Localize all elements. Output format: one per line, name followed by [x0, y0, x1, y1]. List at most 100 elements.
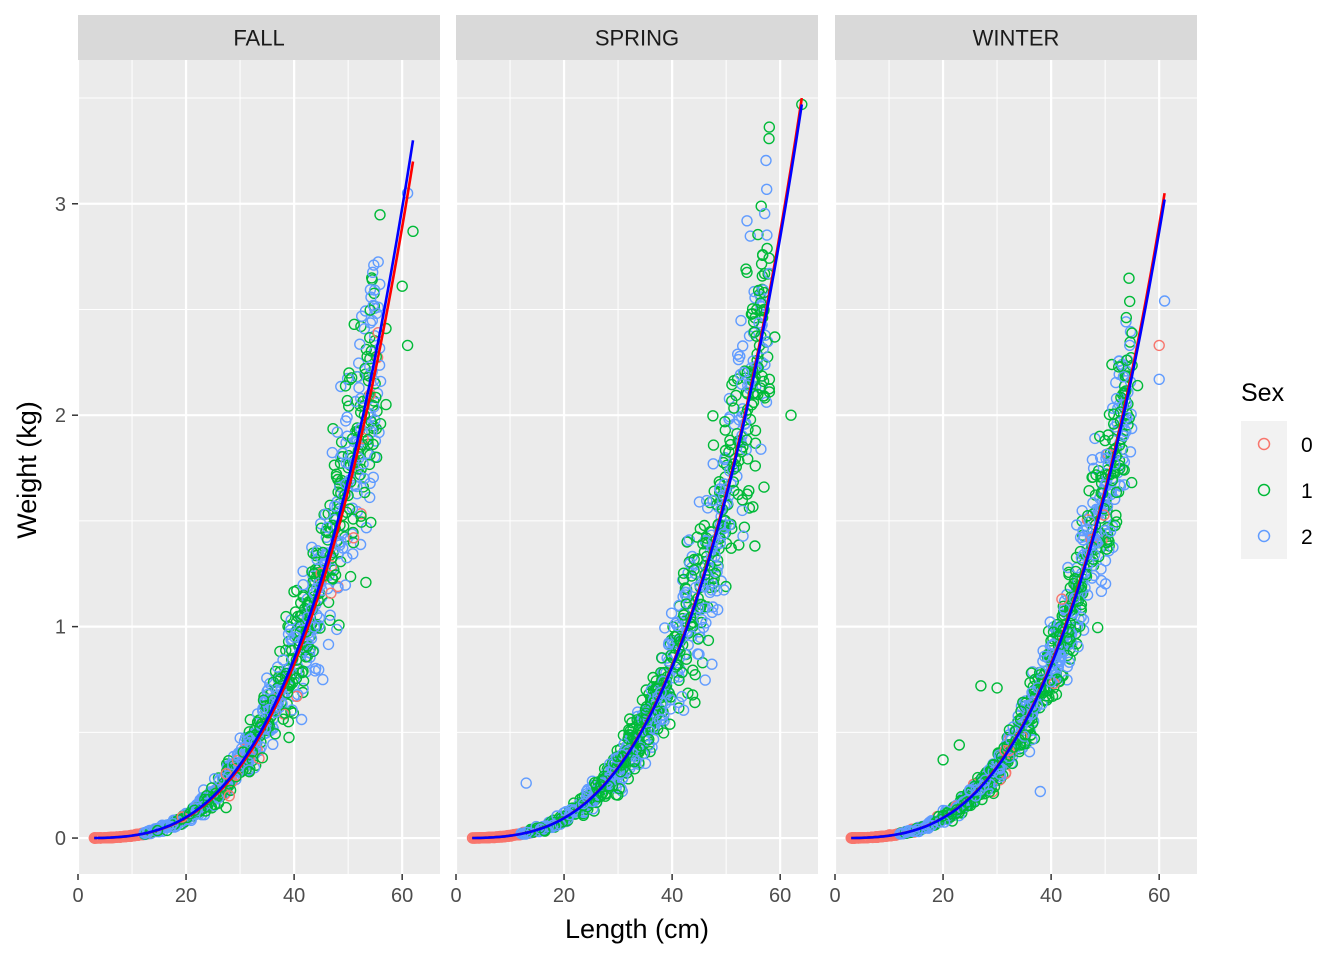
data-point-sex-2: [347, 548, 359, 560]
y-axis-title: Weight (kg): [12, 401, 42, 539]
data-point-sex-2: [717, 528, 730, 540]
data-point-sex-2: [659, 622, 671, 634]
data-point-sex-1: [756, 270, 768, 282]
data-point-sex-1: [407, 225, 419, 238]
data-point-sex-2: [372, 301, 384, 313]
data-point-sex-2: [563, 809, 576, 821]
data-point-sex-1: [728, 402, 740, 414]
data-point-sex-1: [256, 752, 269, 764]
data-point-sex-1: [269, 728, 281, 740]
y-tick-label: 0: [55, 828, 66, 850]
data-point-sex-2: [277, 654, 289, 666]
data-point-sex-2: [707, 494, 719, 507]
data-point-sex-1: [698, 519, 711, 532]
data-point-sex-1: [1047, 633, 1059, 645]
data-point-sex-2: [1081, 589, 1094, 601]
data-point-sex-1: [738, 521, 751, 533]
data-point-sex-2: [1084, 515, 1096, 528]
data-point-sex-2: [671, 666, 684, 679]
data-point-sex-1: [374, 209, 386, 221]
data-point-sex-2: [295, 713, 308, 726]
data-point-sex-0: [325, 587, 337, 599]
data-point-sex-2: [1054, 655, 1066, 668]
data-point-sex-2: [735, 314, 747, 327]
legend-key-sex-1: [1257, 483, 1271, 497]
legend-label: 1: [1301, 480, 1313, 503]
data-point-sex-1: [335, 436, 348, 448]
data-point-sex-1: [296, 609, 308, 621]
data-point-sex-2: [374, 375, 387, 388]
data-point-sex-1: [723, 446, 735, 458]
data-point-sex-2: [324, 609, 336, 621]
x-tick-label: 20: [553, 885, 575, 907]
x-axis-title: Length (cm): [565, 914, 709, 944]
data-point-sex-1: [1015, 705, 1027, 717]
data-point-sex-1: [757, 375, 770, 388]
data-point-sex-1: [289, 606, 302, 618]
legend-title: Sex: [1241, 379, 1285, 407]
data-point-sex-1: [590, 779, 602, 791]
data-point-sex-1: [1125, 476, 1138, 489]
data-point-sex-1: [769, 331, 781, 343]
data-point-sex-2: [1100, 452, 1112, 465]
data-point-sex-2: [682, 639, 694, 651]
data-point-sex-2: [289, 631, 301, 643]
x-tick-label: 60: [391, 885, 413, 907]
data-point-sex-1: [1019, 729, 1032, 741]
data-point-sex-1: [736, 494, 749, 506]
data-point-sex-2: [707, 458, 719, 470]
data-point-sex-2: [693, 648, 705, 660]
data-point-sex-1: [1074, 545, 1087, 558]
data-point-sex-1: [719, 416, 731, 428]
data-point-sex-0: [223, 790, 236, 802]
data-point-sex-1: [692, 633, 704, 645]
data-point-sex-2: [760, 396, 773, 408]
data-point-sex-2: [714, 483, 726, 495]
data-point-sex-2: [313, 612, 326, 624]
facet-panel-winter: WINTER 0 20 40 60: [829, 15, 1197, 907]
y-tick-label: 2: [55, 405, 66, 427]
data-point-sex-1: [726, 395, 738, 407]
data-point-sex-1: [993, 756, 1006, 768]
facet-strip-label: WINTER: [973, 26, 1060, 51]
data-point-sex-1: [1025, 667, 1038, 679]
data-point-sex-1: [324, 499, 336, 511]
data-point-sex-1: [380, 398, 392, 411]
data-point-sex-1: [682, 687, 694, 699]
data-point-sex-2: [744, 230, 756, 242]
data-point-sex-2: [297, 579, 309, 591]
data-point-sex-2: [683, 534, 695, 546]
facet-strip-label: SPRING: [595, 26, 679, 51]
data-point-sex-1: [330, 470, 343, 483]
data-point-sex-1: [288, 586, 300, 598]
facet-panel-spring: SPRING 0 20 40 60: [450, 15, 818, 907]
data-point-sex-1: [1064, 582, 1077, 594]
data-point-sex-2: [1100, 448, 1113, 461]
data-point-sex-2: [1075, 611, 1087, 623]
data-point-sex-1: [355, 510, 367, 522]
data-point-sex-2: [373, 426, 385, 439]
data-point-sex-2: [1110, 392, 1123, 405]
data-point-sex-2: [737, 530, 749, 542]
x-tick-label: 0: [72, 885, 83, 907]
data-point-sex-1: [749, 460, 761, 472]
data-point-sex-2: [231, 749, 244, 761]
data-point-sex-1: [1131, 379, 1144, 392]
data-point-sex-1: [691, 531, 703, 543]
data-point-sex-1: [622, 732, 634, 745]
data-point-sex-1: [733, 539, 745, 551]
data-point-sex-2: [673, 696, 685, 709]
data-point-sex-1: [724, 434, 736, 446]
data-point-sex-1: [599, 790, 611, 802]
data-point-sex-1: [401, 339, 414, 352]
data-point-sex-1: [1070, 565, 1082, 578]
data-point-sex-2: [736, 411, 748, 423]
data-point-sex-2: [321, 521, 333, 533]
data-point-sex-2: [964, 784, 976, 796]
data-point-sex-1: [283, 731, 295, 744]
data-point-sex-2: [331, 426, 343, 438]
data-point-sex-2: [680, 586, 693, 599]
data-point-sex-2: [1125, 422, 1138, 435]
data-point-sex-1: [644, 745, 656, 758]
data-point-sex-1: [681, 536, 693, 548]
